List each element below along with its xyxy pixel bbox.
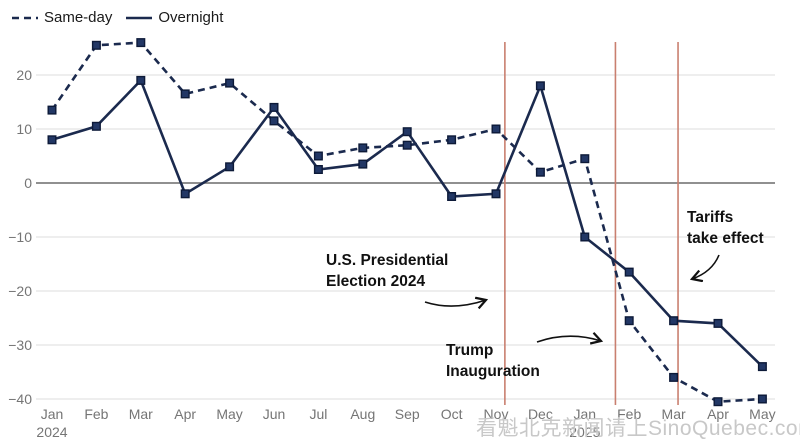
x-tick-label: Oct [441, 406, 463, 422]
data-point-marker [180, 89, 190, 99]
data-point-marker [313, 151, 323, 161]
data-point-marker [447, 135, 457, 145]
x-tick-label: Jul [309, 406, 327, 422]
data-point-marker [669, 316, 679, 326]
legend: Same-day Overnight [12, 9, 223, 26]
series-line-dashed [50, 41, 763, 404]
data-point-marker [757, 394, 767, 404]
annotation-arrow [424, 300, 486, 306]
annotation-inauguration-line2: Inauguration [446, 363, 540, 380]
x-year-label: 2024 [36, 424, 67, 440]
y-tick-label: −10 [8, 229, 32, 245]
data-point-marker [358, 159, 368, 169]
x-tick-label: Apr [174, 406, 196, 422]
data-point-marker [757, 362, 767, 372]
data-point-marker [580, 154, 590, 164]
x-tick-label: Aug [350, 406, 375, 422]
data-point-marker [713, 318, 723, 328]
data-point-marker [225, 162, 235, 172]
annotation-arrow [536, 336, 601, 342]
x-tick-label: Jun [263, 406, 286, 422]
x-tick-label: Sep [395, 406, 420, 422]
x-tick-label: Jan [574, 406, 597, 422]
x-tick-label: Apr [707, 406, 729, 422]
data-point-marker [402, 140, 412, 150]
y-tick-label: 10 [16, 121, 32, 137]
data-point-marker [447, 191, 457, 201]
y-tick-label: −20 [8, 283, 32, 299]
x-tick-label: Feb [617, 406, 641, 422]
data-point-marker [624, 316, 634, 326]
annotation-tariffs: Tariffs take effect [687, 207, 764, 249]
x-tick-label: Feb [84, 406, 108, 422]
y-tick-label: 0 [24, 175, 32, 191]
legend-item-same-day: Same-day [12, 9, 112, 26]
data-point-marker [91, 121, 101, 131]
data-point-marker [624, 267, 634, 277]
data-point-marker [47, 105, 57, 115]
solid-line-swatch [126, 16, 153, 19]
series-line-solid [51, 78, 764, 368]
data-point-marker [313, 164, 323, 174]
data-point-marker [402, 127, 412, 137]
data-point-marker [535, 81, 545, 91]
annotation-inauguration-line1: Trump [446, 342, 494, 359]
y-tick-label: 20 [16, 67, 32, 83]
legend-item-overnight: Overnight [126, 9, 223, 26]
data-point-marker [180, 189, 190, 199]
watermark: 看魁北克新闻请上SinoQuebec.com [476, 417, 800, 440]
x-tick-label: May [749, 406, 775, 422]
y-tick-label: −30 [8, 337, 32, 353]
annotation-election: U.S. Presidential Election 2024 [326, 250, 448, 292]
data-point-marker [47, 135, 57, 145]
annotation-election-line1: U.S. Presidential [326, 252, 449, 269]
x-tick-label: Dec [528, 406, 553, 422]
data-point-marker [269, 102, 279, 112]
data-point-marker [535, 167, 545, 177]
x-tick-label: Mar [129, 406, 153, 422]
x-tick-label: Nov [484, 406, 509, 422]
y-tick-label: −40 [8, 391, 32, 407]
data-point-marker [713, 397, 723, 407]
annotation-election-line2: Election 2024 [326, 273, 426, 290]
legend-label-overnight: Overnight [158, 9, 224, 26]
x-tick-label: May [216, 406, 242, 422]
data-point-marker [269, 116, 279, 126]
data-point-marker [136, 38, 146, 48]
data-point-marker [491, 189, 501, 199]
data-point-marker [491, 124, 501, 134]
x-year-label: 2025 [569, 424, 600, 440]
data-point-marker [136, 75, 146, 85]
x-tick-label: Jan [41, 406, 64, 422]
annotation-inauguration: Trump Inauguration [446, 340, 540, 382]
x-tick-label: Mar [662, 406, 686, 422]
annotation-arrow [692, 254, 720, 279]
data-point-marker [225, 78, 235, 88]
dashed-line-swatch [12, 16, 38, 19]
data-point-marker [669, 372, 679, 382]
annotation-tariffs-line1: Tariffs [687, 209, 734, 226]
data-point-marker [358, 143, 368, 153]
legend-label-same-day: Same-day [44, 9, 113, 26]
data-point-marker [580, 232, 590, 242]
annotation-tariffs-line2: take effect [687, 230, 764, 247]
data-point-marker [91, 40, 101, 50]
